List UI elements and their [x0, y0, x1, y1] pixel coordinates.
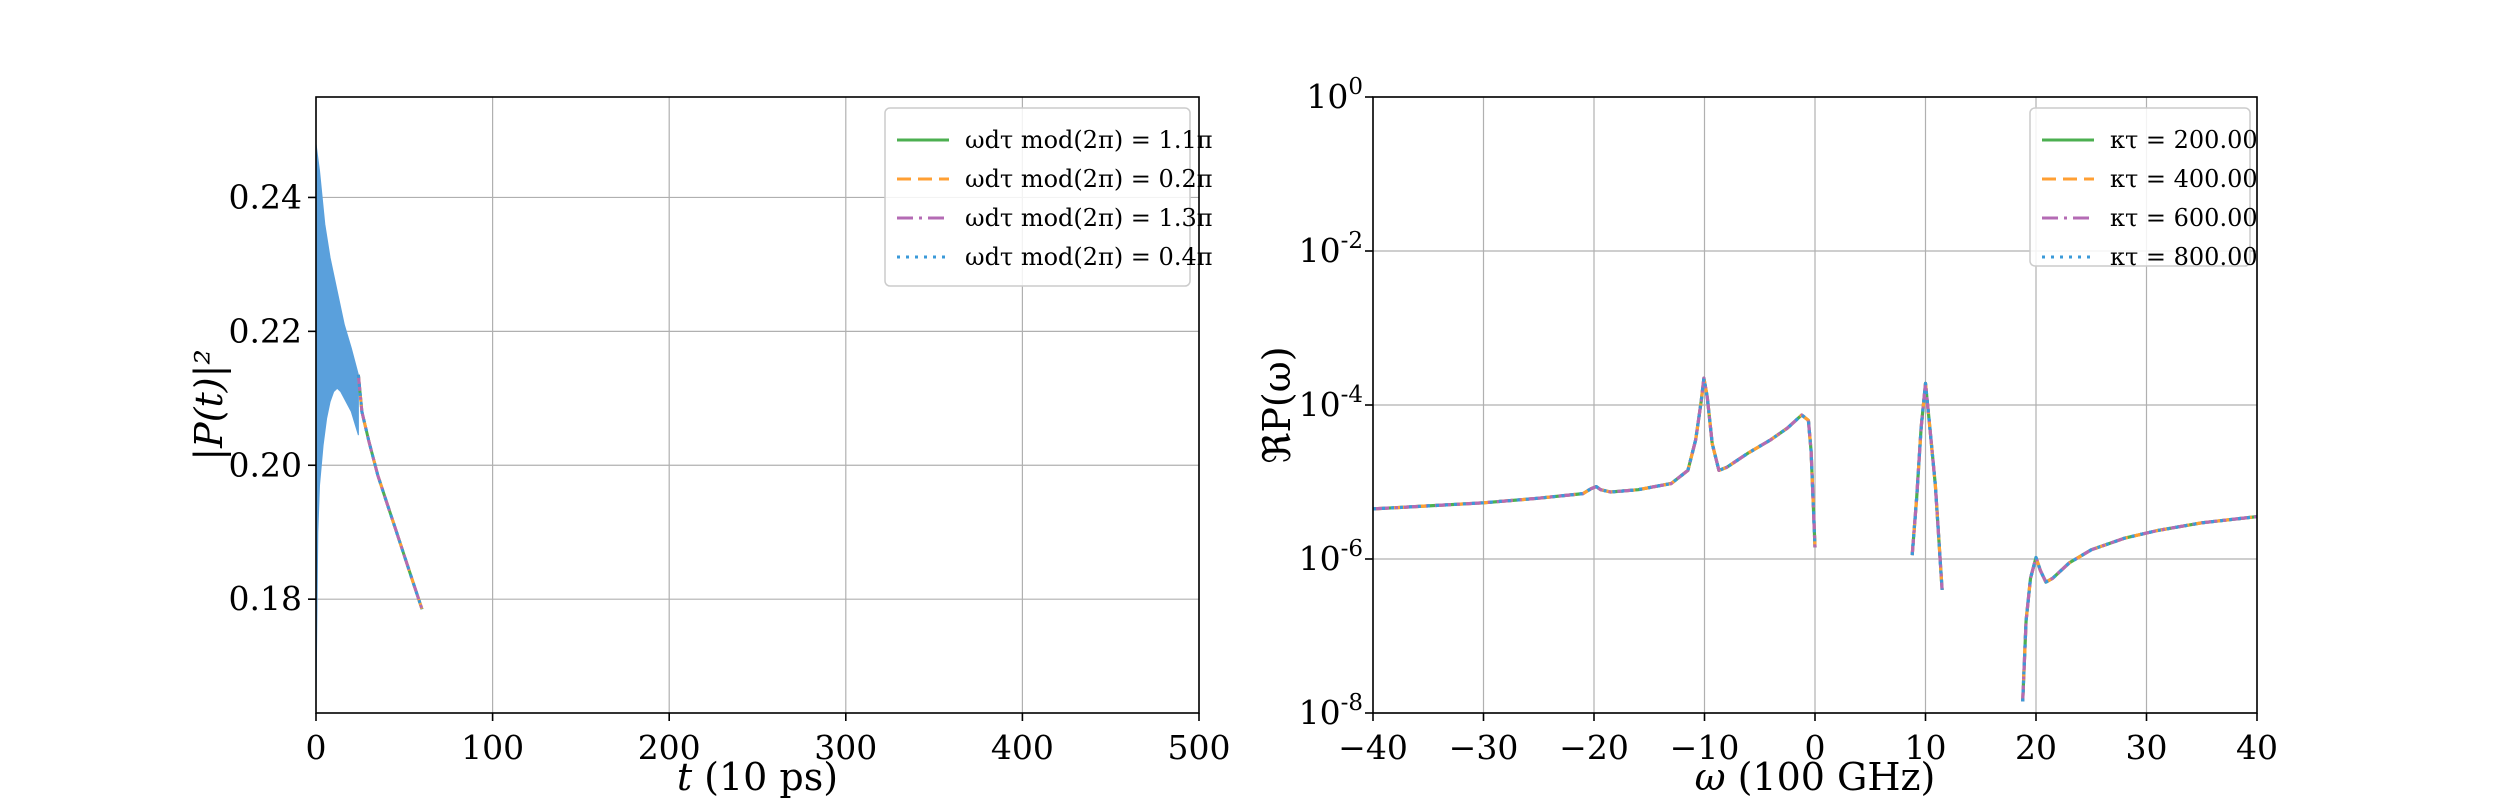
y-tick-label: 10-2 [1299, 228, 1363, 270]
series-line-orange-segment-0 [1372, 376, 1817, 548]
y-tick-exponent: -4 [1341, 382, 1363, 408]
series-line-blue-segment-0 [1372, 376, 1817, 548]
x-tick-label: 100 [461, 728, 524, 767]
x-axis-label: t (10 ps) [677, 755, 838, 799]
y-tick-label: 0.22 [229, 311, 302, 350]
series-line-blue-segment-2 [2021, 515, 2258, 702]
x-tick-label: −10 [1670, 728, 1740, 767]
x-tick-label: 10 [1905, 728, 1947, 767]
y-tick-mantissa: 10 [1299, 539, 1341, 578]
x-axis-label: ω (100 GHz) [1695, 755, 1936, 799]
x-tick-label: 500 [1168, 728, 1231, 767]
y-tick-mantissa: 10 [1299, 231, 1341, 270]
plot-area [1372, 376, 2258, 702]
y-tick-label: 0.24 [229, 177, 302, 216]
x-tick-label: 30 [2126, 728, 2168, 767]
x-tick-label: 0 [306, 728, 327, 767]
ticks: 0 100 200 300 400 500 0.18 0.20 0.22 0.24 [229, 177, 1231, 767]
legend-label: ωdτ mod(2π) = 0.2π [965, 165, 1213, 193]
x-tick-label: 0 [1805, 728, 1826, 767]
y-tick-exponent: 0 [1348, 74, 1363, 100]
y-tick-label: 10-6 [1299, 536, 1363, 578]
legend: κτ = 200.00 κτ = 400.00 κτ = 600.00 κτ = 80… [2029, 107, 2258, 271]
y-tick-exponent: -8 [1341, 690, 1363, 716]
y-tick-exponent: -2 [1341, 228, 1363, 254]
time-domain-chart: 0 100 200 300 400 500 0.18 0.20 0.22 0.24 t (10 ps… [187, 96, 1231, 799]
series-line-green [356, 374, 424, 610]
y-tick-mantissa: 10 [1306, 77, 1348, 116]
axes-frame [315, 96, 1200, 714]
y-tick-label: 100 [1306, 74, 1363, 116]
legend-label: κτ = 200.00 [2110, 126, 2258, 154]
legend-label: ωdτ mod(2π) = 1.3π [965, 204, 1213, 232]
legend-label: κτ = 600.00 [2110, 204, 2258, 232]
x-tick-label: 20 [2015, 728, 2057, 767]
y-tick-exponent: -6 [1341, 536, 1363, 562]
y-tick-label: 0.18 [229, 579, 302, 618]
series-line-orange [356, 374, 424, 610]
x-tick-label: −30 [1449, 728, 1519, 767]
series-line-orange-segment-2 [2021, 515, 2258, 702]
y-tick-label: 0.20 [229, 445, 302, 484]
legend-label: κτ = 800.00 [2110, 243, 2258, 271]
legend-label: κτ = 400.00 [2110, 165, 2258, 193]
legend-label: ωdτ mod(2π) = 1.1π [965, 126, 1213, 154]
y-axis-label: |P(t)|² [187, 349, 231, 460]
series-line-blue-segment-1 [1910, 381, 1944, 590]
x-tick-label: −20 [1559, 728, 1629, 767]
x-tick-label: −40 [1338, 728, 1408, 767]
legend-box [2029, 107, 2251, 267]
oscillation-envelope [315, 143, 359, 700]
legend-box [884, 107, 1191, 287]
y-tick-mantissa: 10 [1299, 693, 1341, 732]
y-axis-label: ℜP(ω) [1255, 346, 1299, 463]
x-tick-label: 400 [991, 728, 1054, 767]
x-tick-label: 300 [814, 728, 877, 767]
legend-label: ωdτ mod(2π) = 0.4π [965, 243, 1213, 271]
series-line-purple [356, 374, 424, 610]
series-line-purple-segment-2 [2021, 515, 2258, 702]
series-line-green-segment-2 [2021, 515, 2258, 702]
y-tick-label: 10-4 [1299, 382, 1363, 424]
frequency-domain-chart: −40 −30 −20 −10 0 10 20 30 4010-810-610-410-2100… [1255, 74, 2278, 799]
plot-area [315, 143, 424, 700]
legend: ωdτ mod(2π) = 1.1π ωdτ mod(2π) = 0.2π ωdτ … [884, 107, 1213, 287]
x-tick-label: 200 [638, 728, 701, 767]
y-tick-label: 10-8 [1299, 690, 1363, 732]
series-line-blue [356, 374, 424, 610]
y-tick-mantissa: 10 [1299, 385, 1341, 424]
x-tick-label: 40 [2236, 728, 2278, 767]
